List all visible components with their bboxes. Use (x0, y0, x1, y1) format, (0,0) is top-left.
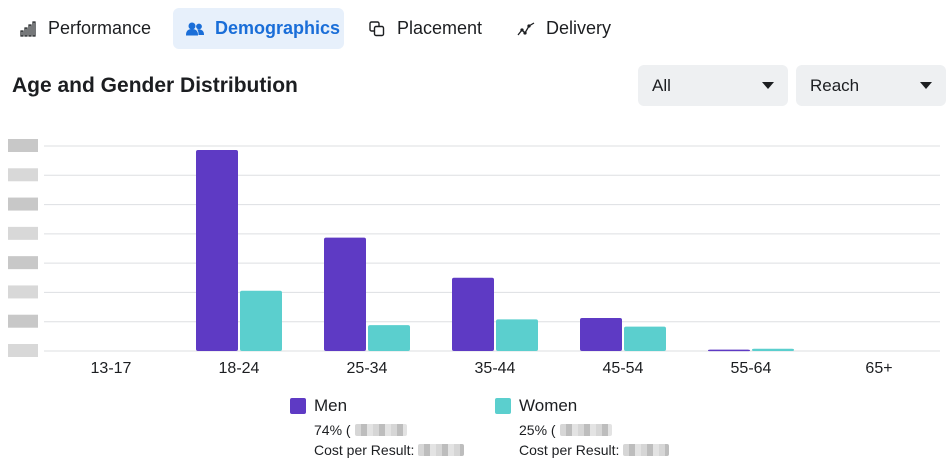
bar-women-18-24[interactable] (240, 290, 282, 351)
redacted-y-tick (8, 256, 38, 270)
tab-performance-label: Performance (48, 18, 152, 38)
redacted-y-tick (8, 139, 38, 152)
legend-share-women: 25% ( (519, 422, 556, 438)
x-tick-label: 18-24 (219, 360, 260, 377)
delivery-icon (516, 19, 536, 39)
legend-label-women: Women (519, 396, 578, 415)
people-icon (185, 19, 205, 39)
legend-swatch-men (290, 398, 306, 414)
audience-dropdown[interactable]: All (638, 65, 788, 106)
redacted-value (354, 424, 407, 436)
redacted-y-tick (8, 314, 38, 328)
legend-label-men: Men (314, 396, 348, 415)
redacted-value (418, 444, 465, 456)
bar-chart-icon (18, 19, 38, 39)
bar-women-25-34[interactable] (368, 325, 410, 351)
tab-demographics[interactable]: Demographics (173, 8, 344, 49)
legend-men: Men 74% ( Cost per Result: (290, 396, 465, 458)
redacted-y-tick (8, 344, 38, 357)
tab-delivery-label: Delivery (546, 18, 612, 38)
tab-placement-label: Placement (397, 18, 483, 38)
x-tick-label: 65+ (865, 360, 892, 377)
tab-performance[interactable]: Performance (6, 8, 163, 49)
x-tick-label: 25-34 (347, 360, 388, 377)
redacted-y-tick (8, 285, 38, 299)
tab-placement[interactable]: Placement (355, 8, 494, 49)
x-tick-label: 45-54 (603, 360, 644, 377)
metric-dropdown-value: Reach (810, 75, 860, 95)
redacted-y-tick (8, 197, 38, 211)
x-tick-label: 55-64 (731, 360, 772, 377)
tab-demographics-label: Demographics (215, 18, 341, 38)
placement-icon (367, 19, 387, 39)
tab-delivery[interactable]: Delivery (504, 8, 623, 49)
bar-men-35-44[interactable] (452, 277, 494, 351)
bar-women-45-54[interactable] (624, 326, 666, 351)
legend-cost-women: Cost per Result: (519, 442, 620, 458)
legend-women: Women 25% ( Cost per Result: (495, 396, 670, 458)
redacted-y-tick (8, 168, 38, 182)
redacted-y-tick (8, 226, 38, 240)
legend-swatch-women (495, 398, 511, 414)
tab-bar: Performance Demographics Placement Deliv… (0, 8, 952, 49)
x-tick-label: 13-17 (91, 360, 132, 377)
audience-dropdown-value: All (652, 75, 671, 95)
bar-women-35-44[interactable] (496, 319, 538, 351)
redacted-value (559, 424, 612, 436)
chevron-down-icon (920, 82, 932, 89)
bar-men-25-34[interactable] (324, 237, 366, 351)
chevron-down-icon (762, 82, 774, 89)
redacted-value (623, 444, 670, 456)
metric-dropdown[interactable]: Reach (796, 65, 946, 106)
bar-men-18-24[interactable] (196, 150, 238, 351)
bar-men-55-64[interactable] (708, 349, 750, 352)
bar-men-45-54[interactable] (580, 317, 622, 351)
section-title: Age and Gender Distribution (12, 74, 298, 97)
x-tick-label: 35-44 (475, 360, 516, 377)
legend-cost-men: Cost per Result: (314, 442, 415, 458)
legend-share-men: 74% ( (314, 422, 351, 438)
bar-women-55-64[interactable] (752, 348, 794, 351)
age-gender-chart: 13-17 18-24 25-34 35-44 45-54 55-64 65+ (8, 139, 940, 377)
